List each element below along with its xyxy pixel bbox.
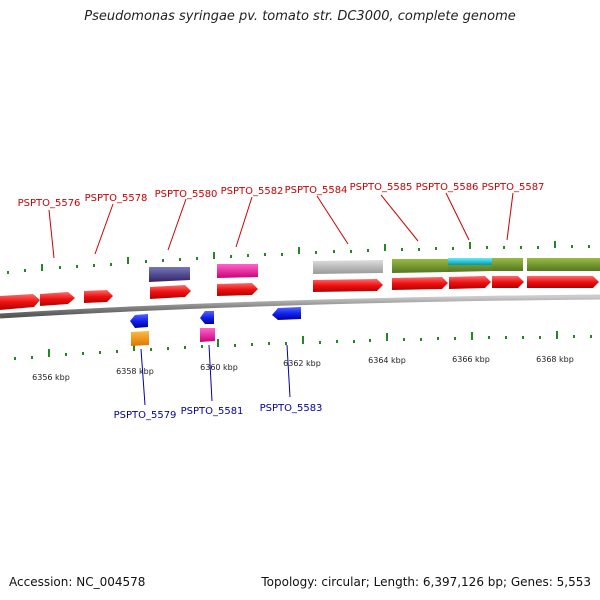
gene-arrow[interactable] [527, 276, 599, 288]
gene-feature[interactable] [392, 259, 448, 273]
top-label-leaders [48, 192, 514, 259]
kbp-labels: 6356 kbp 6358 kbp 6360 kbp 6362 kbp 6364… [32, 355, 574, 382]
kbp-label: 6368 kbp [536, 355, 574, 364]
gene-arrow[interactable] [84, 290, 113, 303]
gene-arrow[interactable] [150, 285, 191, 299]
gene-feature[interactable] [448, 258, 492, 265]
gene-feature[interactable] [492, 258, 523, 271]
gene-feature[interactable] [313, 260, 383, 274]
gene-label[interactable]: PSPTO_5586 [416, 182, 479, 193]
bottom-ticks [14, 331, 592, 360]
bottom-label-leaders [140, 344, 291, 406]
gene-arrow[interactable] [0, 294, 40, 310]
accession-text: Accession: NC_004578 [9, 575, 146, 589]
gene-label[interactable]: PSPTO_5582 [221, 186, 284, 197]
gene-label[interactable]: PSPTO_5585 [350, 182, 413, 193]
gene-label[interactable]: PSPTO_5579 [114, 410, 177, 421]
kbp-label: 6366 kbp [452, 355, 490, 364]
gene-arrow[interactable] [200, 311, 214, 324]
reverse-strand [130, 307, 301, 346]
gene-feature[interactable] [200, 328, 215, 342]
gene-arrow[interactable] [130, 314, 148, 328]
gene-label[interactable]: PSPTO_5580 [155, 189, 218, 200]
gene-arrow[interactable] [392, 277, 448, 290]
gene-label[interactable]: PSPTO_5584 [285, 185, 348, 196]
gene-feature[interactable] [131, 331, 149, 346]
genome-title: Pseudomonas syringae pv. tomato str. DC3… [84, 9, 516, 24]
gene-label[interactable]: PSPTO_5587 [482, 182, 545, 193]
kbp-label: 6356 kbp [32, 373, 70, 382]
gene-arrow[interactable] [492, 276, 524, 288]
genome-backbone [0, 294, 600, 319]
gene-feature[interactable] [149, 267, 190, 282]
gene-arrow[interactable] [217, 283, 258, 296]
top-labels: PSPTO_5576 PSPTO_5578 PSPTO_5580 PSPTO_5… [18, 182, 545, 209]
gene-feature[interactable] [527, 258, 600, 271]
feature-track-upper [149, 258, 600, 282]
gene-feature[interactable] [217, 264, 258, 278]
bottom-labels: PSPTO_5579 PSPTO_5581 PSPTO_5583 [114, 403, 323, 421]
gene-arrow[interactable] [272, 307, 301, 320]
genome-summary-text: Topology: circular; Length: 6,397,126 bp… [261, 575, 591, 589]
gene-arrow[interactable] [449, 276, 491, 289]
kbp-label: 6364 kbp [368, 356, 406, 365]
gene-label[interactable]: PSPTO_5581 [181, 406, 244, 417]
gene-arrow[interactable] [313, 279, 383, 292]
top-ticks [7, 241, 590, 274]
gene-arrow[interactable] [40, 292, 75, 306]
kbp-label: 6360 kbp [200, 363, 238, 372]
forward-strand [0, 276, 599, 310]
gene-label[interactable]: PSPTO_5578 [85, 193, 148, 204]
kbp-label: 6362 kbp [283, 359, 321, 368]
gene-label[interactable]: PSPTO_5576 [18, 198, 81, 209]
kbp-label: 6358 kbp [116, 367, 154, 376]
gene-label[interactable]: PSPTO_5583 [260, 403, 323, 414]
